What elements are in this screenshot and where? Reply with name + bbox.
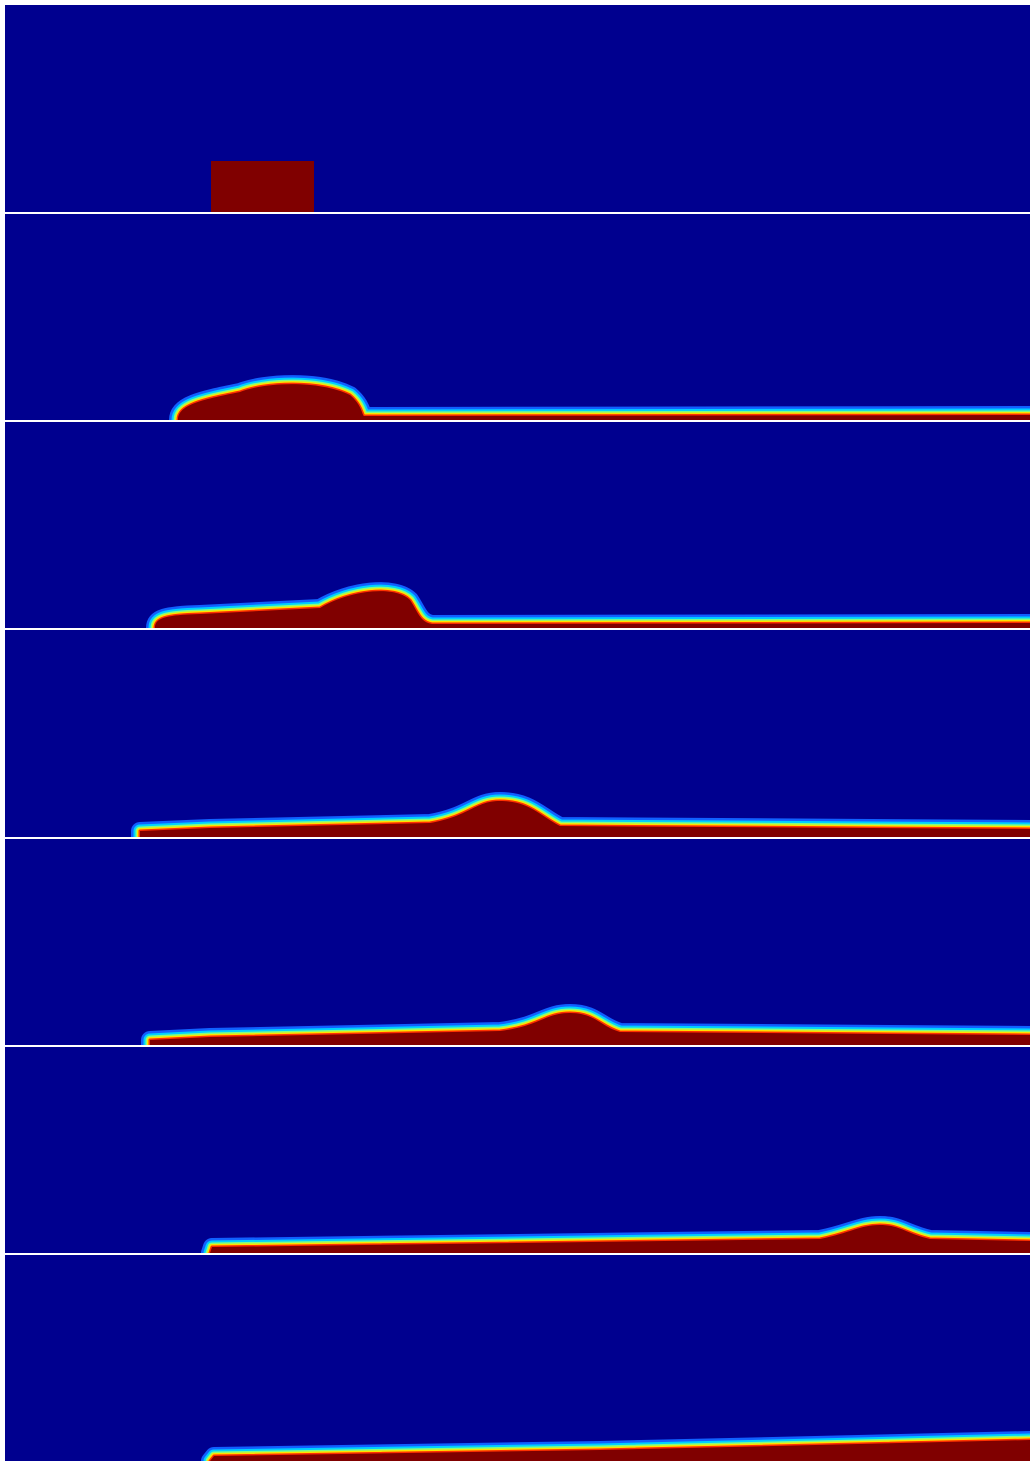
initial-block: [211, 161, 314, 212]
separator: [5, 420, 1030, 422]
separator: [5, 1045, 1030, 1047]
separators: [5, 212, 1030, 1255]
flow-front: [131, 792, 1030, 837]
flow-front: [201, 1216, 1030, 1253]
flow-layer: [208, 1223, 1030, 1253]
flow-core: [150, 1013, 1030, 1045]
flow-core: [140, 801, 1030, 837]
flow-front: [169, 375, 1030, 420]
flow-front: [141, 1004, 1030, 1045]
flow-layer: [138, 799, 1030, 837]
separator: [5, 628, 1030, 630]
flow-layer: [148, 1011, 1030, 1045]
flow-front: [146, 582, 1030, 628]
flow-core: [155, 591, 1030, 628]
separator: [5, 837, 1030, 839]
flow-core: [178, 384, 1030, 420]
flows: [131, 161, 1030, 1461]
separator: [5, 212, 1030, 214]
background: [5, 5, 1030, 1461]
flow-core: [210, 1225, 1030, 1253]
separator: [5, 1253, 1030, 1255]
flow-front: [201, 1431, 1030, 1461]
flow-core: [210, 1440, 1030, 1461]
